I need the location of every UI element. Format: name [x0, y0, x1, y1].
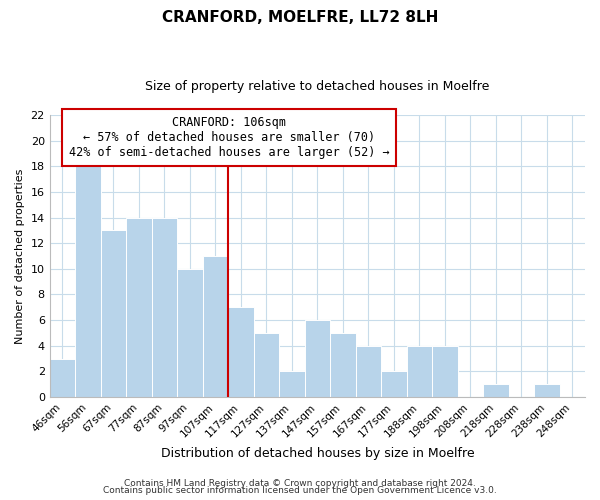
Bar [101, 230, 126, 397]
Bar [75, 166, 101, 397]
Bar [432, 346, 458, 397]
Bar [356, 346, 381, 397]
Bar [534, 384, 560, 397]
Bar [407, 346, 432, 397]
Bar [279, 372, 305, 397]
Bar [203, 256, 228, 397]
Bar [381, 372, 407, 397]
Bar [305, 320, 330, 397]
Text: Contains public sector information licensed under the Open Government Licence v3: Contains public sector information licen… [103, 486, 497, 495]
Title: Size of property relative to detached houses in Moelfre: Size of property relative to detached ho… [145, 80, 490, 93]
Bar [50, 358, 75, 397]
Bar [152, 218, 177, 397]
Y-axis label: Number of detached properties: Number of detached properties [15, 168, 25, 344]
Bar [483, 384, 509, 397]
Bar [126, 218, 152, 397]
Bar [330, 333, 356, 397]
X-axis label: Distribution of detached houses by size in Moelfre: Distribution of detached houses by size … [161, 447, 474, 460]
Text: CRANFORD, MOELFRE, LL72 8LH: CRANFORD, MOELFRE, LL72 8LH [162, 10, 438, 25]
Bar [254, 333, 279, 397]
Text: Contains HM Land Registry data © Crown copyright and database right 2024.: Contains HM Land Registry data © Crown c… [124, 478, 476, 488]
Bar [228, 307, 254, 397]
Text: CRANFORD: 106sqm
← 57% of detached houses are smaller (70)
42% of semi-detached : CRANFORD: 106sqm ← 57% of detached house… [68, 116, 389, 160]
Bar [177, 269, 203, 397]
